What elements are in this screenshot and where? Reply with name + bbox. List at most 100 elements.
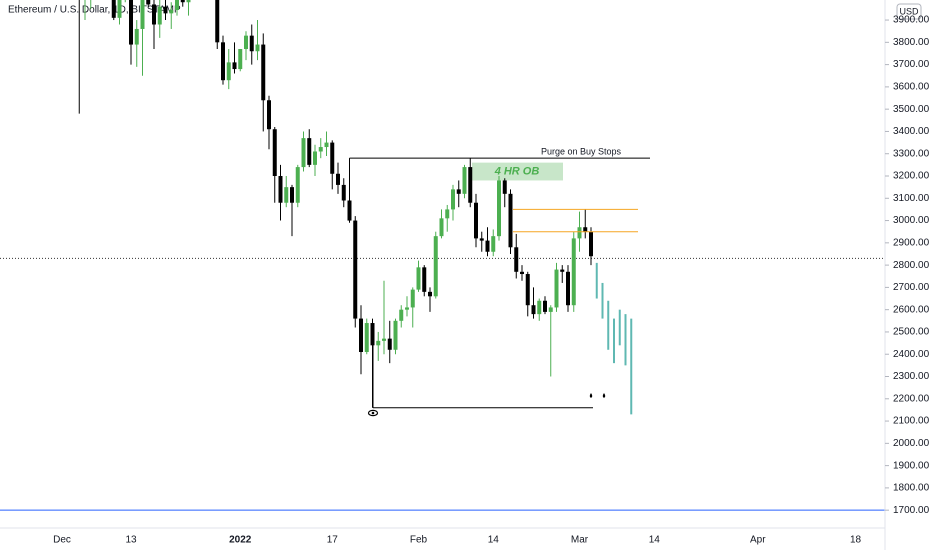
x-tick-label: Apr — [750, 535, 766, 546]
candle-body — [433, 236, 438, 297]
candle-body — [284, 187, 289, 203]
y-tick-label: 3900.00 — [893, 15, 930, 26]
candle-body — [405, 307, 409, 310]
currency-label: USD — [899, 6, 919, 16]
y-tick-label: 3700.00 — [893, 59, 930, 70]
y-tick-label: 3200.00 — [893, 171, 930, 182]
candle-body — [583, 227, 588, 232]
candle-body — [462, 167, 467, 194]
candle-body — [186, 0, 191, 3]
x-tick-label: 14 — [488, 535, 500, 546]
candle-body — [359, 318, 363, 352]
currency-button[interactable] — [896, 3, 922, 20]
candle-body — [117, 0, 122, 18]
x-tick-label: 18 — [850, 535, 862, 546]
candle-body — [508, 193, 513, 248]
x-tick-label: Feb — [410, 535, 428, 546]
candle-body — [554, 269, 559, 308]
candle-body — [129, 0, 133, 45]
candle-body — [318, 147, 323, 152]
candle-body — [324, 142, 329, 148]
candle-body — [520, 271, 524, 275]
candle-body — [163, 6, 168, 14]
x-tick-label: 14 — [649, 535, 661, 546]
candle-body — [456, 189, 461, 194]
order-block — [472, 162, 563, 181]
y-tick-label: 3400.00 — [893, 126, 930, 137]
candle-body — [474, 202, 478, 239]
x-tick-label: 13 — [125, 535, 137, 546]
candle-body — [290, 187, 294, 203]
candle-body — [451, 189, 455, 210]
x-tick-label: 2022 — [229, 535, 252, 546]
candle-body — [336, 173, 340, 185]
candle-body — [278, 176, 283, 203]
candle-body — [238, 49, 243, 70]
candle-body — [249, 35, 254, 52]
y-tick-label: 2300.00 — [893, 371, 930, 382]
candle-body — [439, 218, 444, 237]
candle-body — [221, 42, 225, 81]
y-tick-label: 3300.00 — [893, 148, 930, 159]
candle-body — [330, 142, 335, 174]
candle-body — [485, 240, 490, 252]
candle-body — [244, 35, 248, 50]
y-tick-label: 1700.00 — [893, 505, 930, 516]
candle-body — [491, 236, 496, 252]
candle-body — [479, 238, 484, 241]
candle-body — [134, 28, 139, 45]
y-tick-label: 1800.00 — [893, 483, 930, 494]
candle-body — [497, 180, 501, 237]
candle-body — [399, 309, 404, 321]
candle-body — [175, 0, 179, 11]
candle-body — [571, 238, 576, 306]
candle-body — [416, 267, 421, 290]
candle-body — [514, 247, 519, 272]
y-tick-label: 1900.00 — [893, 460, 930, 471]
y-tick-label: 2100.00 — [893, 416, 930, 427]
candle-body — [382, 338, 386, 341]
x-tick-label: Dec — [53, 535, 71, 546]
candle-body — [428, 291, 432, 297]
candle-body — [272, 129, 277, 176]
y-tick-label: 2600.00 — [893, 304, 930, 315]
candle-body — [353, 220, 358, 319]
candle-body — [226, 62, 231, 81]
candle-body — [215, 0, 220, 43]
candle-body — [410, 289, 415, 308]
candle-body — [589, 231, 593, 257]
y-tick-label: 3800.00 — [893, 37, 930, 48]
drop-icons — [589, 393, 606, 398]
candle-body — [577, 227, 582, 239]
candle-body — [537, 300, 542, 315]
y-tick-label: 2000.00 — [893, 438, 930, 449]
candle-body — [157, 6, 162, 25]
candle-body — [267, 100, 271, 130]
candle-body — [376, 340, 381, 346]
chart-title: Ethereum / U.S. Dollar, 1D, BITSTAMP — [8, 5, 181, 16]
candle-body — [525, 274, 530, 306]
candle-body — [347, 200, 352, 221]
candle-body — [146, 0, 151, 5]
candle-body — [531, 305, 536, 315]
candle-body — [387, 338, 392, 350]
y-tick-label: 2500.00 — [893, 327, 930, 338]
y-tick-label: 2700.00 — [893, 282, 930, 293]
y-tick-label: 2900.00 — [893, 237, 930, 248]
eye-icon — [367, 409, 379, 417]
x-tick-label: Mar — [571, 535, 589, 546]
candle-body — [180, 0, 185, 3]
candle-body — [152, 4, 156, 25]
x-tick-label: 17 — [327, 535, 339, 546]
candle-body — [140, 0, 145, 29]
y-tick-label: 2200.00 — [893, 393, 930, 404]
y-tick-label: 3000.00 — [893, 215, 930, 226]
y-tick-label: 3100.00 — [893, 193, 930, 204]
candle-body — [307, 138, 312, 165]
candle-body — [255, 44, 260, 52]
candle-body — [364, 323, 369, 352]
candle-body — [111, 0, 116, 18]
y-tick-label: 2400.00 — [893, 349, 930, 360]
